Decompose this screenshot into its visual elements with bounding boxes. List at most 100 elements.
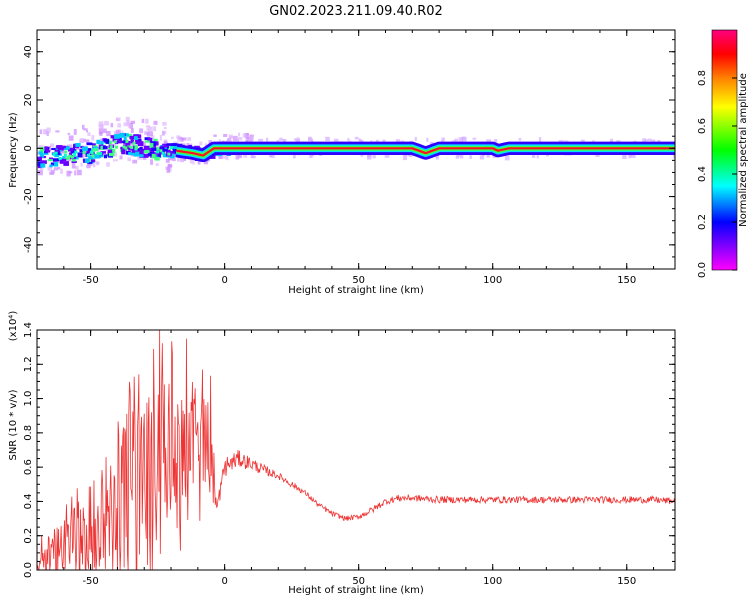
spectrogram-band-cell (102, 145, 108, 150)
spectrogram-band-cell (133, 151, 140, 157)
spectrogram-haze-cell (236, 139, 239, 142)
spectrogram-haze-cell (173, 141, 178, 145)
spectrogram-band-cell (49, 164, 53, 168)
spectrogram-haze-cell (39, 129, 42, 135)
spectrogram-haze-cell (462, 136, 467, 142)
spectrogram-haze-cell (57, 166, 61, 170)
spectrogram-haze-cell (110, 123, 114, 128)
spectrogram-band-cell (153, 138, 158, 142)
spectrogram-band-cell (88, 156, 94, 161)
spectrogram-peak-cell (66, 155, 70, 159)
spectrogram-band-cell (162, 153, 167, 158)
spectrogram-haze-cell (104, 121, 109, 126)
spectrogram-haze-cell (83, 128, 88, 131)
spectrogram-haze-cell (141, 118, 145, 123)
spectrogram-ytick-label: -40 (23, 237, 34, 253)
spectrogram-band-cell (65, 146, 70, 150)
spectrogram-band-cell (124, 133, 129, 137)
spectrogram-band-cell (175, 143, 179, 147)
spectrogram-haze-cell (176, 135, 181, 139)
spectrogram-haze-cell (494, 138, 498, 143)
spectrogram-haze-cell (112, 152, 117, 157)
spectrogram-band-cell (80, 145, 84, 149)
spectrogram-haze-cell (146, 131, 150, 137)
spectrogram-haze-cell (245, 133, 249, 139)
spectrogram-haze-cell (95, 161, 100, 166)
spectrogram-haze-cell (40, 166, 44, 170)
spectrogram-band-cell (129, 135, 134, 140)
spectrogram-haze-cell (46, 131, 49, 136)
spectrogram-haze-cell (60, 168, 63, 174)
spectrogram-xtick-label: 50 (352, 275, 365, 286)
spectrogram-band-cell (134, 139, 141, 145)
spectrogram-band-cell (43, 152, 49, 155)
spectrogram-haze-cell (518, 137, 522, 141)
spectrogram-haze-cell (309, 154, 313, 159)
spectrogram-band-cell (128, 147, 134, 151)
spectrogram-band-cell (53, 158, 60, 162)
spectrogram-band-cell (63, 161, 69, 166)
spectrogram-haze-cell (647, 138, 652, 142)
spectrogram-band-cell (37, 161, 43, 167)
spectrogram-haze-cell (266, 137, 269, 143)
spectrogram-band-cell (39, 153, 44, 158)
spectrogram-band-cell (172, 148, 177, 153)
colorbar-tick-label: 0.2 (697, 214, 708, 230)
spectrogram-band-cell (101, 151, 107, 154)
spectrogram-haze-cell (168, 157, 173, 161)
spectrogram-haze-cell (66, 170, 71, 177)
spectrogram-haze-cell (192, 159, 195, 165)
spectrogram-haze-cell (146, 128, 150, 131)
spectrogram-band-cell (161, 148, 168, 152)
spectrogram-band-cell (114, 134, 120, 139)
spectrogram-haze-cell (162, 130, 165, 136)
spectrogram-haze-cell (125, 116, 130, 122)
spectrogram-band-cell (133, 134, 140, 137)
spectrogram-band-cell (117, 139, 122, 144)
spectrogram-haze-cell (163, 130, 167, 135)
spectrogram-band-cell (110, 135, 116, 139)
spectrogram-haze-cell (113, 159, 118, 162)
spectrogram-haze-cell (86, 165, 91, 169)
spectrogram-band-cell (131, 149, 136, 153)
spectrogram-band-cell (85, 158, 90, 164)
spectrogram-haze-cell (455, 155, 460, 159)
spectrogram-band-cell (100, 140, 104, 145)
spectrogram-haze-cell (441, 137, 445, 142)
figure-title: GN02.2023.211.09.40.R02 (269, 4, 443, 19)
spectrogram-haze-cell (145, 125, 151, 128)
spectrogram-band-cell (173, 145, 178, 149)
spectrogram-haze-cell (237, 137, 243, 141)
spectrogram-haze-cell (333, 138, 339, 144)
spectrogram-band-cell (40, 147, 45, 152)
spectrogram-haze-cell (204, 143, 207, 148)
spectrogram-band-cell (86, 150, 92, 154)
spectrogram-haze-cell (155, 163, 159, 166)
spectrogram-xtick-label: -50 (82, 275, 98, 286)
spectrogram-haze-cell (129, 123, 134, 129)
spectrogram-band-cell (166, 149, 171, 154)
spectrogram-haze-cell (80, 162, 83, 167)
spectrogram-band-cell (139, 152, 144, 158)
spectrogram-peak-cell (95, 148, 99, 152)
spectrogram-band-cell (120, 146, 125, 150)
spectrogram-band-cell (100, 145, 105, 151)
spectrogram-haze-cell (459, 154, 464, 159)
snr-xtick-label: 100 (483, 576, 502, 587)
spectrogram-haze-cell (486, 139, 492, 143)
spectrogram-band-cell (71, 157, 76, 162)
spectrogram-haze-cell (171, 136, 174, 139)
spectrogram-haze-cell (68, 135, 74, 141)
spectrogram-haze-cell (187, 137, 192, 141)
spectrogram-haze-cell (60, 150, 65, 153)
spectrogram-haze-cell (176, 156, 182, 162)
spectrogram-haze-cell (458, 137, 464, 143)
spectrogram-haze-cell (504, 155, 510, 161)
spectrogram-haze-cell (130, 128, 134, 133)
spectrogram-haze-cell (269, 153, 273, 158)
spectrogram-haze-cell (76, 169, 82, 176)
spectrogram-haze-cell (45, 129, 49, 133)
spectrogram-xtick-label: 100 (483, 275, 502, 286)
spectrogram-band-cell (41, 160, 47, 164)
